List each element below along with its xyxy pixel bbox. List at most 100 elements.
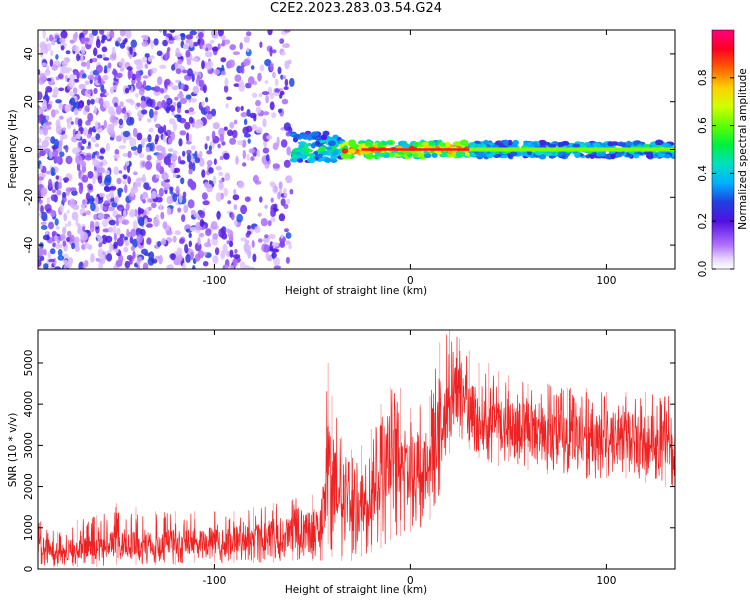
heatmap-cell [150, 40, 154, 49]
heatmap-cell [98, 257, 106, 265]
heatmap-cell [97, 248, 104, 258]
heatmap-x-label: Height of straight line (km) [285, 285, 427, 297]
heatmap-cell [66, 209, 70, 214]
heatmap-cell [141, 34, 149, 39]
heatmap-cell [176, 114, 182, 123]
heatmap-cell [169, 186, 174, 192]
heatmap-cell [113, 232, 117, 242]
heatmap-cell [174, 230, 181, 236]
heatmap-cell [233, 119, 238, 125]
heatmap-cell [142, 56, 148, 63]
heatmap-cell [50, 209, 56, 218]
heatmap-cell [212, 255, 219, 265]
heatmap-cell [176, 101, 182, 109]
heatmap-cell [81, 231, 88, 241]
heatmap-cell [285, 256, 290, 264]
heatmap-cell [251, 92, 258, 98]
heatmap-cell [180, 177, 185, 185]
heatmap-cell [215, 165, 222, 171]
heatmap-cell [38, 144, 42, 151]
heatmap-cell [50, 194, 58, 202]
heatmap-cell [157, 241, 162, 247]
heatmap-cell [247, 225, 251, 230]
heatmap-cell [95, 38, 101, 49]
heatmap-cell [121, 107, 127, 114]
heatmap-cell [191, 73, 195, 82]
heatmap-cell [188, 232, 192, 239]
heatmap-cell [199, 157, 205, 167]
heatmap-cell [246, 153, 250, 161]
heatmap-cell [116, 72, 123, 79]
heatmap-cell [240, 204, 248, 215]
heatmap-cell [84, 154, 92, 161]
heatmap-cell [271, 248, 280, 253]
heatmap-cell [98, 97, 104, 106]
heatmap-cell [147, 134, 152, 143]
heatmap-cell [178, 193, 183, 204]
heatmap-cell [177, 207, 182, 213]
heatmap-cell [97, 175, 103, 184]
heatmap-cell [229, 44, 236, 51]
heatmap-cell [125, 98, 133, 103]
heatmap-cell [168, 264, 174, 269]
heatmap-cell [207, 238, 211, 244]
heatmap-cell [130, 186, 139, 194]
heatmap-cell [167, 148, 174, 152]
heatmap-cell [94, 143, 100, 148]
heatmap-cell [431, 153, 438, 158]
heatmap-cell [249, 112, 257, 119]
heatmap-cell [156, 50, 163, 57]
heatmap-cell [310, 143, 316, 149]
heatmap-cell [122, 39, 127, 45]
heatmap-cell [39, 113, 45, 124]
heatmap-cell [190, 98, 197, 103]
heatmap-cell [198, 232, 205, 238]
heatmap-cell [57, 73, 64, 80]
heatmap-cell [172, 121, 177, 132]
heatmap-cell [244, 239, 250, 246]
heatmap-cell [102, 219, 108, 228]
heatmap-cell [389, 151, 395, 158]
heatmap-cell [273, 203, 278, 210]
heatmap-cell [477, 151, 485, 158]
heatmap-cell [82, 73, 87, 79]
heatmap-cell [100, 203, 104, 210]
heatmap-cell [182, 43, 190, 50]
heatmap-cell [274, 78, 279, 86]
heatmap-cell [64, 104, 70, 113]
heatmap-cell [184, 243, 189, 254]
heatmap-cell [119, 66, 125, 72]
heatmap-cell [199, 210, 205, 219]
heatmap-cell [62, 127, 67, 132]
heatmap-cell [664, 154, 671, 159]
heatmap-cell [144, 218, 148, 226]
heatmap-cell [116, 227, 121, 236]
heatmap-cell [179, 238, 185, 245]
heatmap-cell [86, 60, 91, 70]
heatmap-cell [80, 61, 87, 67]
heatmap-cell [72, 70, 79, 76]
heatmap-cell [85, 210, 91, 216]
heatmap-cell [141, 137, 148, 143]
heatmap-cell [136, 63, 143, 71]
heatmap-cell [61, 61, 69, 67]
heatmap-cell [166, 195, 173, 205]
heatmap-cell [91, 30, 98, 36]
heatmap-cell [114, 148, 120, 156]
heatmap-y-ticks: -40 -20 0 20 40 [23, 47, 675, 254]
heatmap-cell [646, 151, 653, 157]
heatmap-cell [221, 141, 226, 146]
heatmap-cell [306, 149, 313, 153]
heatmap-cell [178, 138, 183, 147]
heatmap-cell [84, 105, 90, 112]
heatmap-cell [159, 203, 163, 210]
heatmap-cell [114, 102, 118, 108]
heatmap-cell [44, 69, 51, 76]
heatmap-cell [138, 153, 145, 158]
heatmap-cell [94, 120, 99, 131]
heatmap-cell [186, 153, 191, 163]
heatmap-cell [45, 121, 52, 126]
heatmap-cell [77, 118, 83, 127]
heatmap-cell [502, 139, 509, 146]
heatmap-cell [69, 91, 74, 97]
